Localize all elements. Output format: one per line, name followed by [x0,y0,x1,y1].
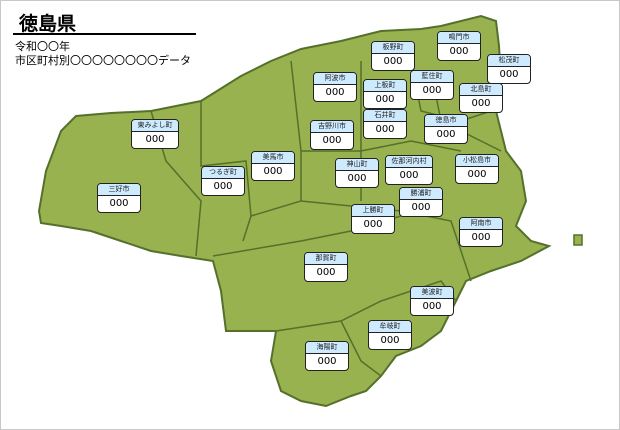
region-value: 000 [347,173,367,184]
page-title: 徳島県 [19,13,77,35]
region-value: 000 [399,170,419,181]
region-name: 藍住町 [411,71,453,83]
region-name: 板野町 [372,42,414,54]
region-label: 美馬市 000 [251,151,295,181]
region-label: 上板町 000 [363,79,407,109]
region-value: 000 [317,356,337,367]
region-name: 徳島市 [425,115,467,127]
region-name: 神山町 [336,159,378,171]
region-label: 吉野川市 000 [310,120,354,150]
region-label: 藍住町 000 [410,70,454,100]
region-label: 神山町 000 [335,158,379,188]
region-name: 佐那河内村 [386,156,432,168]
region-value: 000 [499,69,519,80]
region-label: 石井町 000 [363,109,407,139]
region-value: 000 [375,94,395,105]
region-value: 000 [471,98,491,109]
subtitle-year: 令和〇〇年 [15,40,70,53]
region-label: 板野町 000 [371,41,415,71]
region-value: 000 [467,169,487,180]
region-label: 佐那河内村 000 [385,155,433,185]
region-name: 東みよし町 [132,120,178,132]
region-label: 美波町 000 [410,286,454,316]
region-value: 000 [380,335,400,346]
region-name: 松茂町 [488,55,530,67]
region-name: 小松島市 [456,155,498,167]
region-name: 美波町 [411,287,453,299]
region-name: 石井町 [364,110,406,122]
region-name: 三好市 [98,184,140,196]
region-value: 000 [109,198,129,209]
region-label: つるぎ町 000 [201,166,245,196]
region-name: 上勝町 [352,205,394,217]
region-name: 牟岐町 [369,321,411,333]
region-name: 那賀町 [305,253,347,265]
island [573,234,583,246]
region-value: 000 [436,129,456,140]
region-name: つるぎ町 [202,167,244,179]
region-value: 000 [213,181,233,192]
region-value: 000 [322,135,342,146]
region-label: 勝浦町 000 [399,187,443,217]
region-value: 000 [383,56,403,67]
region-value: 000 [263,166,283,177]
region-label: 牟岐町 000 [368,320,412,350]
region-name: 上板町 [364,80,406,92]
region-value: 000 [145,134,165,145]
region-label: 北島町 000 [459,83,503,113]
region-name: 勝浦町 [400,188,442,200]
region-value: 000 [449,46,469,57]
region-label: 海陽町 000 [305,341,349,371]
region-name: 阿波市 [314,73,356,85]
region-label: 徳島市 000 [424,114,468,144]
region-label: 阿南市 000 [459,217,503,247]
title-underline [13,33,196,35]
region-label: 松茂町 000 [487,54,531,84]
region-value: 000 [375,124,395,135]
region-name: 海陽町 [306,342,348,354]
region-name: 北島町 [460,84,502,96]
region-name: 阿南市 [460,218,502,230]
region-label: 那賀町 000 [304,252,348,282]
region-label: 小松島市 000 [455,154,499,184]
region-label: 上勝町 000 [351,204,395,234]
region-value: 000 [411,202,431,213]
region-label: 東みよし町 000 [131,119,179,149]
region-value: 000 [325,87,345,98]
region-name: 美馬市 [252,152,294,164]
subtitle-description: 市区町村別〇〇〇〇〇〇〇〇データ [15,54,191,67]
region-name: 吉野川市 [311,121,353,133]
region-value: 000 [471,232,491,243]
region-value: 000 [422,85,442,96]
region-value: 000 [422,301,442,312]
region-label: 阿波市 000 [313,72,357,102]
region-label: 三好市 000 [97,183,141,213]
region-label: 鳴門市 000 [437,31,481,61]
region-value: 000 [363,219,383,230]
region-name: 鳴門市 [438,32,480,44]
region-value: 000 [316,267,336,278]
